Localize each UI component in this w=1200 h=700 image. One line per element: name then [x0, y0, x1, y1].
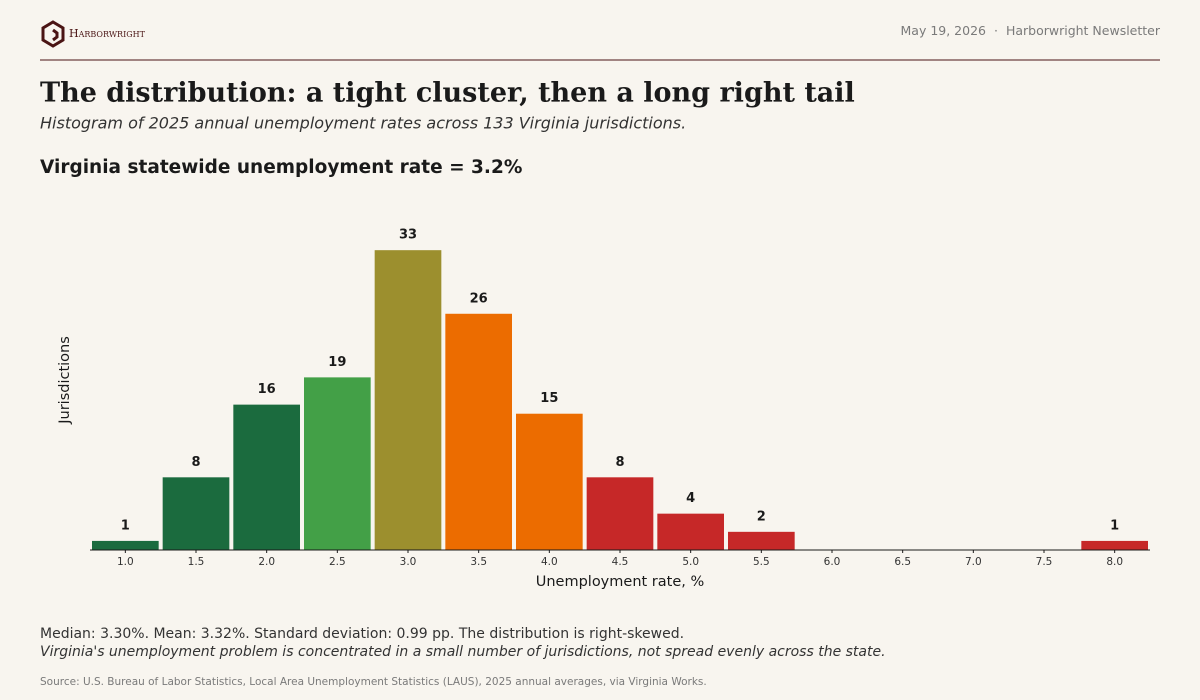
value-label: 2 — [757, 509, 766, 524]
bar — [92, 540, 159, 550]
value-label: 33 — [399, 228, 417, 243]
value-label: 16 — [258, 382, 276, 397]
value-label: 4 — [686, 491, 695, 506]
logo-icon — [41, 20, 65, 48]
bar — [162, 477, 230, 550]
x-tick-label: 7.0 — [965, 556, 982, 568]
bar — [1081, 540, 1148, 550]
stats: Median: 3.30%. Mean: 3.32%. Standard dev… — [40, 626, 684, 642]
x-tick-label: 2.0 — [258, 556, 275, 568]
x-axis-label: Unemployment rate, % — [536, 574, 705, 590]
value-label: 8 — [191, 455, 200, 470]
value-label: 1 — [1110, 518, 1119, 533]
annotation: Virginia statewide unemployment rate = 3… — [40, 157, 522, 178]
date: May 19, 2026 — [901, 23, 987, 38]
x-tick-label: 6.5 — [894, 556, 911, 568]
bar — [233, 404, 300, 550]
dateline: May 19, 2026 · Harborwright Newsletter — [901, 23, 1161, 38]
y-axis-label: Jurisdictions — [57, 336, 73, 425]
x-tick-label: 2.5 — [329, 556, 346, 568]
value-label: 15 — [540, 391, 558, 406]
separator: · — [994, 23, 998, 38]
value-label: 19 — [328, 355, 346, 370]
bar — [728, 531, 795, 550]
x-tick-label: 6.0 — [824, 556, 841, 568]
value-label: 26 — [470, 291, 488, 306]
bar — [304, 377, 371, 550]
x-tick-label: 1.5 — [188, 556, 205, 568]
value-label: 8 — [615, 455, 624, 470]
x-tick-label: 5.0 — [682, 556, 699, 568]
x-tick-label: 5.5 — [753, 556, 770, 568]
bar — [516, 413, 583, 550]
bar — [445, 313, 512, 550]
x-tick-label: 3.0 — [400, 556, 417, 568]
x-tick-label: 8.0 — [1106, 556, 1123, 568]
chart-title: The distribution: a tight cluster, then … — [40, 78, 855, 109]
x-tick-label: 1.0 — [117, 556, 134, 568]
value-label: 1 — [121, 518, 130, 533]
chart-subtitle: Histogram of 2025 annual unemployment ra… — [40, 114, 686, 133]
brand: Harborwright — [69, 27, 146, 40]
publication: Harborwright Newsletter — [1006, 23, 1161, 38]
note: Virginia's unemployment problem is conce… — [40, 644, 886, 660]
x-tick-label: 4.5 — [612, 556, 629, 568]
x-tick-label: 3.5 — [470, 556, 487, 568]
x-tick-label: 7.5 — [1036, 556, 1053, 568]
bar — [586, 477, 654, 550]
bar — [374, 250, 442, 550]
bar — [657, 513, 724, 550]
source: Source: U.S. Bureau of Labor Statistics,… — [40, 676, 707, 688]
x-tick-label: 4.0 — [541, 556, 558, 568]
